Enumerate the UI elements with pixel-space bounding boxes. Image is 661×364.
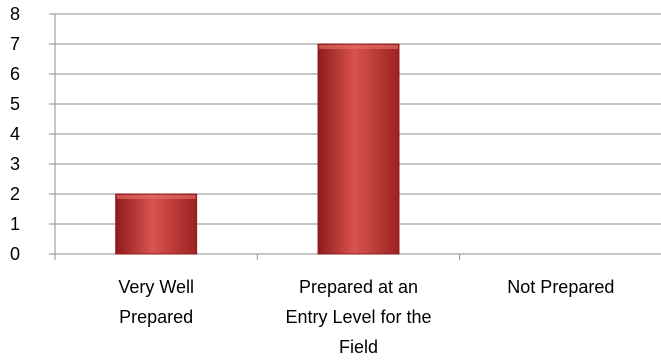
y-tick-label: 1 (10, 214, 20, 234)
x-category-label: Field (339, 337, 378, 357)
x-category-label: Not Prepared (507, 277, 614, 297)
y-tick-label: 7 (10, 34, 20, 54)
bar-highlight (319, 45, 398, 49)
x-category-label: Prepared at an (299, 277, 418, 297)
bars (115, 43, 400, 255)
y-tick-label: 0 (10, 244, 20, 264)
bar (115, 193, 198, 255)
bar-highlight (116, 195, 196, 199)
y-tick-label: 4 (10, 124, 20, 144)
x-category-label: Prepared (119, 307, 193, 327)
x-axis (54, 253, 661, 260)
y-tick-label: 8 (10, 4, 20, 24)
y-tick-label: 3 (10, 154, 20, 174)
x-category-label: Very Well (118, 277, 194, 297)
category-labels: Very Well Prepared Prepared at an Entry Lev… (118, 277, 614, 357)
y-tick-label: 6 (10, 64, 20, 84)
y-axis: 0 1 2 3 4 5 6 7 8 (10, 4, 56, 264)
x-category-label: Entry Level for the (285, 307, 431, 327)
y-tick-label: 2 (10, 184, 20, 204)
bar (317, 43, 400, 255)
y-tick-label: 5 (10, 94, 20, 114)
